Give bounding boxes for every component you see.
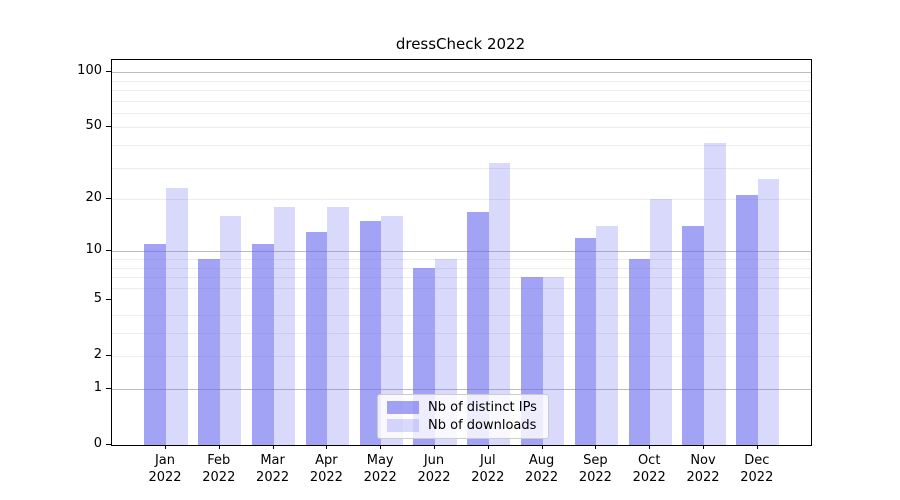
y-tick-label: 50: [85, 118, 102, 134]
x-tick-label: Jul 2022: [471, 453, 505, 485]
x-tick-label: May 2022: [363, 453, 397, 485]
x-tick: [703, 445, 704, 449]
y-tick-label: 10: [85, 242, 102, 258]
legend-label-downloads: Nb of downloads: [428, 418, 537, 433]
minor-gridline: [112, 333, 811, 334]
x-tick: [380, 445, 382, 449]
x-tick: [541, 445, 543, 449]
bar-nb-of-distinct-ips-nov-2022: [682, 226, 704, 445]
minor-gridline: [112, 267, 811, 269]
bar-nb-of-downloads-may-2022: [381, 216, 403, 445]
legend-swatch-downloads: [387, 419, 419, 432]
x-tick-label: Mar 2022: [256, 453, 290, 485]
minor-gridline: [112, 127, 811, 129]
bar-nb-of-downloads-nov-2022: [704, 143, 726, 445]
x-tick: [165, 445, 166, 449]
y-tick: [106, 388, 111, 389]
y-tick-label: 1: [93, 380, 102, 395]
minor-gridline: [112, 259, 811, 260]
x-tick-label: Feb 2022: [202, 453, 236, 485]
bar-nb-of-downloads-sep-2022: [596, 226, 618, 445]
bar-nb-of-downloads-apr-2022: [327, 207, 349, 445]
x-tick: [487, 445, 489, 449]
y-tick: [106, 126, 111, 128]
y-tick: [106, 299, 111, 301]
minor-gridline: [112, 287, 811, 289]
minor-gridline: [112, 199, 811, 201]
y-tick: [106, 444, 111, 445]
major-gridline: [112, 251, 811, 253]
y-tick: [106, 355, 111, 357]
minor-gridline: [112, 90, 811, 91]
y-tick-label: 20: [85, 190, 102, 206]
bar-nb-of-distinct-ips-oct-2022: [628, 259, 651, 445]
minor-gridline: [112, 145, 811, 146]
y-tick-label: 0: [93, 436, 102, 451]
x-tick-label: Nov 2022: [686, 453, 720, 485]
x-tick: [272, 445, 274, 449]
x-tick: [595, 445, 597, 449]
y-tick: [106, 71, 111, 73]
minor-gridline: [112, 356, 811, 358]
x-tick-label: Sep 2022: [578, 453, 612, 485]
legend-item-downloads: Nb of downloads: [387, 418, 537, 433]
bar-nb-of-distinct-ips-may-2022: [359, 221, 382, 445]
y-tick: [106, 198, 111, 200]
x-tick: [218, 445, 220, 449]
x-tick: [649, 445, 651, 449]
bar-nb-of-distinct-ips-apr-2022: [305, 231, 328, 445]
bar-nb-of-downloads-mar-2022: [273, 207, 296, 445]
bar-nb-of-downloads-jan-2022: [166, 188, 188, 445]
y-tick-label: 100: [77, 63, 102, 79]
x-tick: [756, 445, 758, 449]
major-gridline: [112, 72, 811, 74]
x-tick-label: Dec 2022: [740, 453, 774, 485]
y-tick-label: 2: [93, 347, 102, 363]
bar-nb-of-downloads-oct-2022: [650, 199, 672, 445]
x-tick-label: Aug 2022: [525, 453, 559, 485]
bar-nb-of-distinct-ips-jul-2022: [467, 211, 489, 445]
minor-gridline: [112, 167, 811, 169]
legend-label-distinct-ips: Nb of distinct IPs: [428, 400, 537, 415]
y-tick-label: 5: [93, 291, 102, 307]
legend-item-distinct-ips: Nb of distinct IPs: [387, 400, 537, 415]
bar-nb-of-distinct-ips-feb-2022: [198, 259, 220, 445]
minor-gridline: [112, 80, 811, 82]
minor-gridline: [112, 315, 811, 316]
chart-title: dressCheck 2022: [395, 35, 526, 53]
x-tick-label: Apr 2022: [309, 453, 343, 485]
bar-nb-of-downloads-dec-2022: [757, 178, 780, 445]
bar-nb-of-distinct-ips-jan-2022: [144, 244, 166, 445]
minor-gridline: [112, 277, 811, 278]
x-tick: [434, 445, 435, 449]
x-tick-label: Oct 2022: [632, 453, 666, 485]
y-tick: [106, 250, 111, 252]
major-gridline: [112, 389, 811, 390]
legend-swatch-distinct-ips: [387, 401, 419, 414]
bar-nb-of-distinct-ips-sep-2022: [574, 237, 597, 445]
bar-nb-of-distinct-ips-dec-2022: [736, 195, 758, 445]
x-tick-label: Jun 2022: [417, 453, 451, 485]
bar-nb-of-distinct-ips-mar-2022: [252, 244, 274, 445]
plot-area: [111, 59, 812, 446]
legend: Nb of distinct IPs Nb of downloads: [377, 394, 549, 439]
bar-nb-of-downloads-feb-2022: [219, 216, 242, 445]
x-tick: [326, 445, 328, 449]
minor-gridline: [112, 112, 811, 114]
bar-nb-of-downloads-jul-2022: [488, 162, 511, 445]
x-tick-label: Jan 2022: [148, 453, 182, 485]
minor-gridline: [112, 100, 811, 102]
